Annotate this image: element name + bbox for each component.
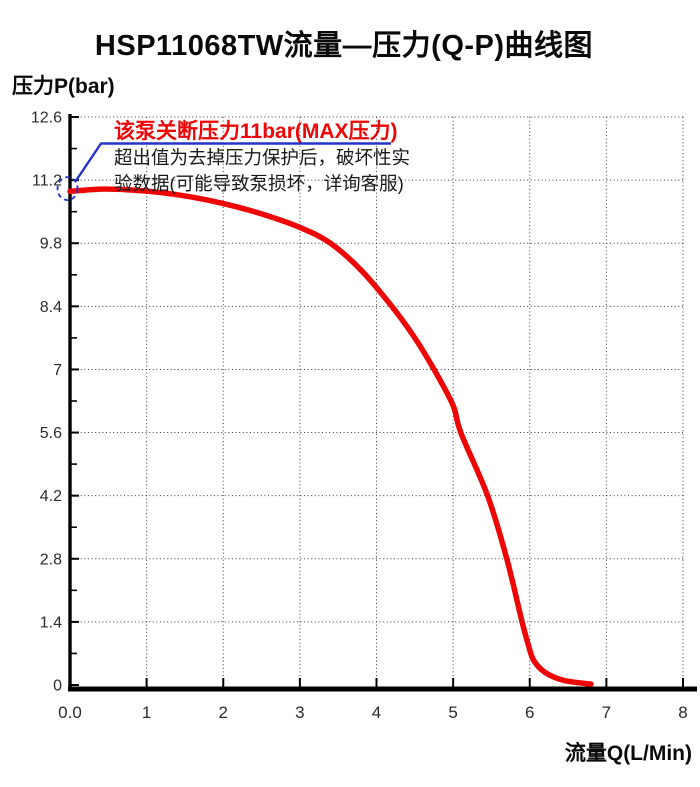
- callout-leader-line: [74, 142, 391, 183]
- y-tick-label: 1.4: [40, 614, 62, 631]
- x-tick-labels: 0.0 1 2 3 4 5 6 7 8: [58, 703, 688, 722]
- x-tick-label: 1: [142, 703, 151, 722]
- y-tick-label: 5.6: [40, 425, 62, 442]
- gridlines: [70, 116, 684, 687]
- x-tick-label: 5: [448, 703, 457, 722]
- y-tick-label: 4.2: [40, 488, 62, 505]
- x-tick-label: 7: [602, 703, 611, 722]
- y-axis-title: 压力P(bar): [12, 75, 115, 98]
- pressure-flow-curve: [67, 186, 594, 687]
- x-tick-label: 6: [525, 703, 534, 722]
- x-tick-label: 4: [372, 703, 381, 722]
- callout-note-line1: 超出值为去掉压力保护后，破坏性实: [114, 147, 411, 168]
- callout-note-line2: 验数据(可能导致泵损坏，详询客服): [114, 173, 404, 194]
- callout-note: 超出值为去掉压力保护后，破坏性实 验数据(可能导致泵损坏，详询客服): [114, 145, 410, 197]
- x-tick-label: 8: [678, 703, 687, 722]
- x-tick-label: 2: [219, 703, 228, 722]
- axis-spines: [68, 114, 697, 692]
- x-tick-label: 0.0: [58, 703, 82, 722]
- y-tick-label: 8.4: [40, 299, 62, 316]
- y-tick-labels: 12.6 11.2 9.8 8.4 7 5.6 4.2 2.8 1.4 0: [31, 110, 62, 695]
- y-tick-label: 7: [53, 362, 62, 379]
- callout-headline: 该泵关断压力11bar(MAX压力): [114, 120, 398, 143]
- y-tick-label: 0: [53, 678, 62, 695]
- y-tick-label: 12.6: [31, 110, 62, 127]
- y-tick-label: 11.2: [32, 173, 62, 190]
- chart-title: HSP11068TW流量—压力(Q-P)曲线图: [94, 30, 594, 62]
- x-axis-title: 流量Q(L/Min): [564, 742, 692, 765]
- shutoff-point-circle: [56, 176, 79, 202]
- y-tick-label: 2.8: [40, 551, 62, 568]
- y-tick-label: 9.8: [40, 236, 62, 253]
- x-tick-label: 3: [295, 703, 304, 722]
